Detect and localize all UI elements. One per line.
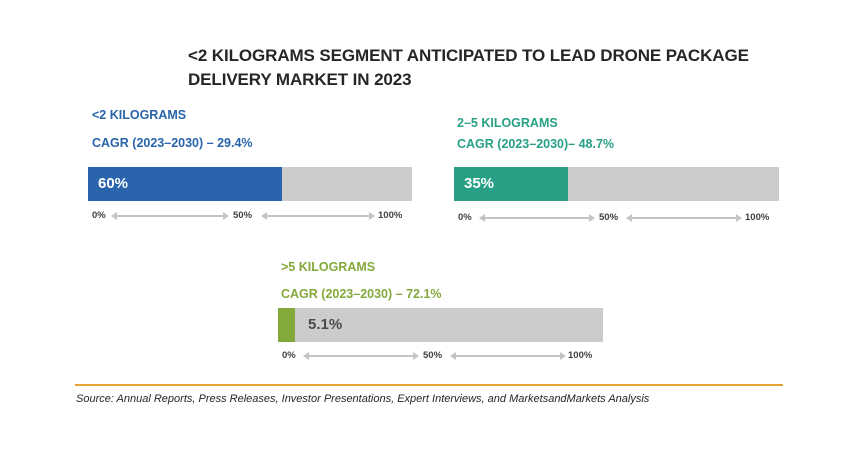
axis-arrow-right xyxy=(626,214,742,221)
segment-label: >5 KILOGRAMS xyxy=(281,260,376,274)
bar-value-label: 60% xyxy=(98,175,129,192)
bar-fill xyxy=(454,167,568,201)
cagr-label: CAGR (2023–2030)– 48.7% xyxy=(457,137,615,151)
bar-axis: 0% 50% 100% xyxy=(278,349,603,363)
tick-100: 100% xyxy=(745,212,770,223)
source-divider xyxy=(75,384,783,386)
tick-50: 50% xyxy=(599,212,619,223)
axis-arrow-left xyxy=(479,214,595,221)
tick-0: 0% xyxy=(458,212,472,223)
cagr-label: CAGR (2023–2030) – 72.1% xyxy=(281,287,442,301)
cagr-label: CAGR (2023–2030) – 29.4% xyxy=(92,136,253,150)
axis-arrow-right xyxy=(261,212,375,219)
axis-arrow-right xyxy=(450,352,566,359)
axis-arrow-left xyxy=(303,352,419,359)
tick-50: 50% xyxy=(423,350,443,361)
axis-arrow-left xyxy=(111,212,229,219)
segment-label: <2 KILOGRAMS xyxy=(92,108,187,122)
bar-track: 35% xyxy=(454,167,779,201)
bar-axis: 0% 50% 100% xyxy=(454,211,779,225)
tick-100: 100% xyxy=(568,350,593,361)
bar-track: 60% xyxy=(88,167,412,201)
bar-fill xyxy=(88,167,283,201)
chart-title: <2 KILOGRAMS SEGMENT ANTICIPATED TO LEAD… xyxy=(188,46,749,89)
bar-value-label: 5.1% xyxy=(308,316,343,333)
bar-track: 5.1% xyxy=(278,308,603,342)
bar-fill xyxy=(278,308,295,342)
tick-0: 0% xyxy=(92,210,106,221)
bar-value-label: 35% xyxy=(464,175,495,192)
segment-label: 2–5 KILOGRAMS xyxy=(457,116,558,130)
tick-100: 100% xyxy=(378,210,403,221)
tick-0: 0% xyxy=(282,350,296,361)
source-note: Source: Annual Reports, Press Releases, … xyxy=(76,393,650,405)
bar-axis: 0% 50% 100% xyxy=(88,209,412,223)
tick-50: 50% xyxy=(233,210,253,221)
